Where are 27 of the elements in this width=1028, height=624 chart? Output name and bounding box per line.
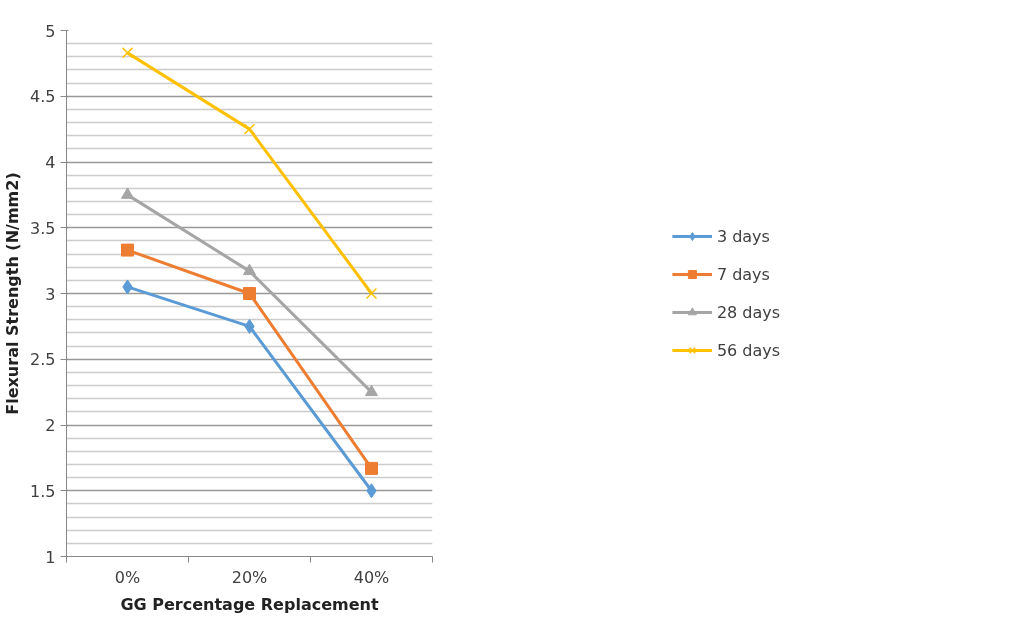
point [243, 287, 256, 300]
legend-label: 28 days [716, 302, 781, 322]
y-tick-label: 3 [45, 284, 56, 304]
point [365, 461, 378, 475]
x-tick-label: 40% [353, 567, 390, 587]
x-tick-label: 0% [114, 567, 141, 587]
legend-label: 3 days [716, 226, 770, 246]
x-tick-label: 20% [231, 567, 268, 587]
point [243, 263, 256, 276]
legend-label: 56 days [716, 340, 781, 360]
x-axis-title: GG Percentage Replacement [120, 594, 379, 614]
y-tick-label: 5 [45, 21, 56, 41]
point [121, 47, 134, 59]
y-axis-title: Flexural Strength (N/mm2) [3, 172, 23, 415]
y-tick-label: 1 [45, 547, 56, 567]
point [365, 287, 378, 300]
y-tick-label: 1.5 [30, 481, 56, 501]
y-tick-label: 2.5 [30, 350, 56, 370]
y-tick-label: 4 [45, 153, 56, 172]
legend-label: 7 days [716, 264, 770, 284]
point [243, 123, 256, 135]
point [365, 384, 378, 397]
y-tick-label: 2 [45, 416, 56, 435]
point [121, 187, 134, 199]
y-tick-label: 3.5 [30, 218, 56, 238]
y-tick-label: 4.5 [30, 87, 56, 107]
point [121, 243, 134, 257]
